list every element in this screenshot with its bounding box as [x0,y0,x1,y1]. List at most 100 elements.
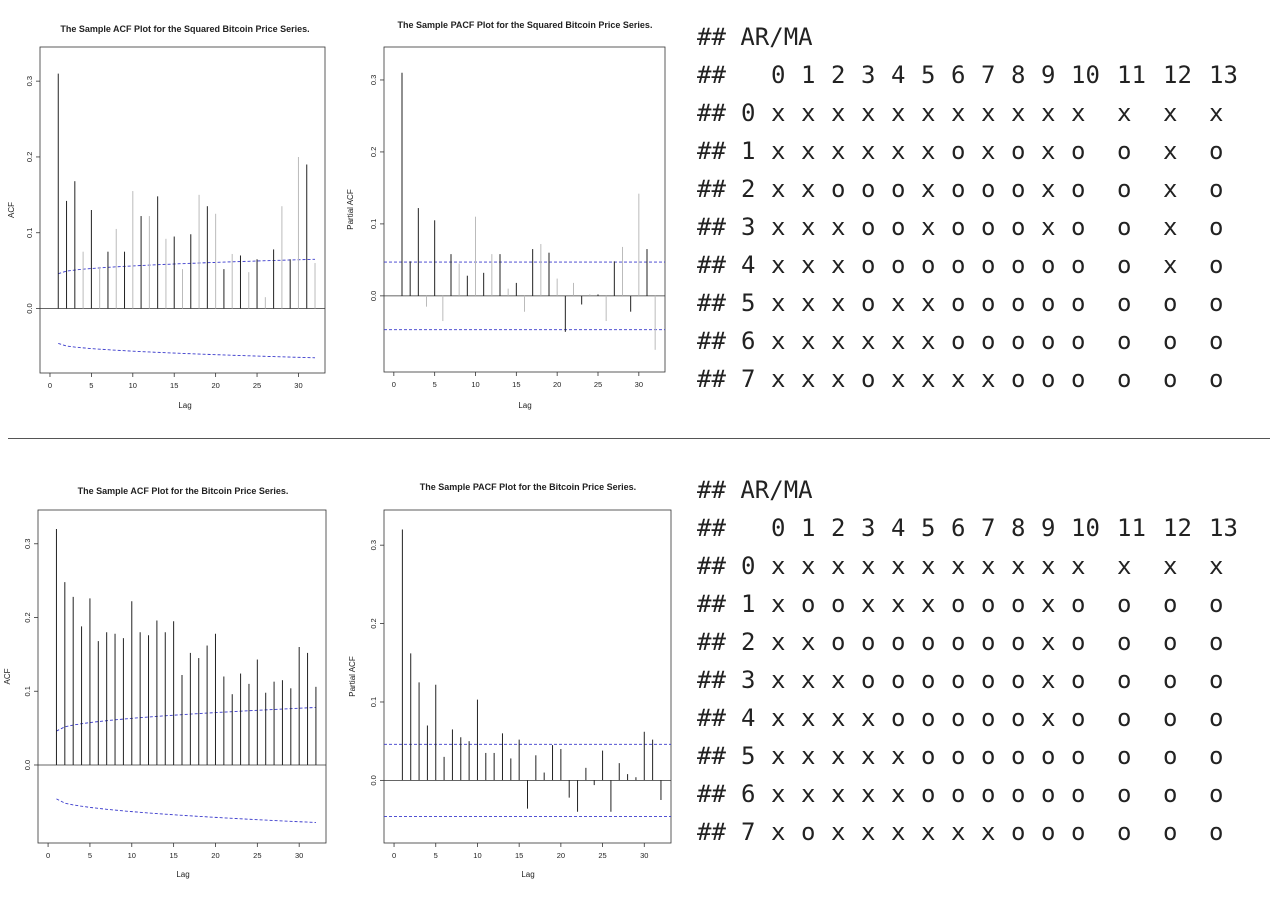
y-tick-label: 0.0 [25,303,34,313]
eacf-header-label: ## AR/MA [697,23,813,51]
plot-frame [39,46,326,374]
eacf-cell: o [1011,289,1026,317]
y-tick-label: 0.3 [369,540,378,550]
x-tick-label: 30 [635,380,643,389]
eacf-cell: o [1117,327,1132,355]
eacf-cell: x [831,251,846,279]
eacf-cell: o [1011,666,1026,694]
eacf-cell: o [1011,704,1026,732]
eacf-row-prefix: ## [697,251,726,279]
x-tick-label: 15 [512,380,520,389]
eacf-cell: o [1041,327,1056,355]
eacf-cell: o [801,818,816,846]
x-tick-label: 0 [392,380,396,389]
eacf-ma-order: 12 [1163,514,1192,542]
eacf-ma-order: 8 [1011,514,1026,542]
eacf-cell: x [801,175,816,203]
y-tick-label: 0.3 [369,75,378,85]
x-tick-label: 25 [594,380,602,389]
eacf-cell: o [1163,818,1178,846]
eacf-ma-order: 10 [1071,514,1100,542]
eacf-cell: o [1117,818,1132,846]
eacf-cell: o [951,175,966,203]
eacf-cell: o [891,251,906,279]
eacf-cell: o [1011,590,1026,618]
y-axis-label: Partial ACF [346,189,355,230]
eacf-cell: x [1041,704,1056,732]
eacf-cell: o [981,251,996,279]
eacf-cell: x [771,628,786,656]
eacf-cell: o [1071,628,1086,656]
eacf-cell: x [891,742,906,770]
eacf-cell: o [1071,289,1086,317]
eacf-cell: o [921,704,936,732]
x-tick-label: 20 [211,851,219,860]
eacf-ar-order: 5 [741,289,756,317]
chart-title: The Sample PACF Plot for the Squared Bit… [398,20,653,30]
eacf-ar-order: 4 [741,704,756,732]
eacf-row-prefix: ## [697,99,726,127]
eacf-cell: o [1071,742,1086,770]
eacf-cell: x [1209,99,1224,127]
eacf-cell: x [1163,137,1178,165]
eacf-cell: x [1163,251,1178,279]
eacf-row-prefix: ## [697,137,726,165]
eacf-cell: x [831,666,846,694]
eacf-cell: o [1071,590,1086,618]
eacf-cell: o [1117,780,1132,808]
eacf-cell: x [891,590,906,618]
eacf-ar-order: 6 [741,780,756,808]
eacf-cell: x [1041,99,1056,127]
eacf-cell: o [1117,704,1132,732]
eacf-ma-order: 11 [1117,514,1146,542]
eacf-cell: o [1011,628,1026,656]
y-tick-label: 0.2 [369,147,378,157]
eacf-ma-order: 8 [1011,61,1026,89]
eacf-cell: o [1071,818,1086,846]
eacf-ar-order: 7 [741,818,756,846]
chart-panel-2: The Sample ACF Plot for the Bitcoin Pric… [3,486,327,879]
eacf-row-prefix: ## [697,818,726,846]
plot-frame [37,509,327,844]
eacf-cell: o [1163,628,1178,656]
eacf-cell: x [921,552,936,580]
eacf-header-label: ## AR/MA [697,476,813,504]
y-tick-label: 0.3 [25,76,34,86]
y-tick-label: 0.1 [369,697,378,707]
eacf-cell: x [921,175,936,203]
eacf-cell: x [801,289,816,317]
eacf-ma-order: 13 [1209,61,1238,89]
eacf-cell: o [1041,365,1056,393]
upper-confidence-band [58,258,316,275]
eacf-cell: o [981,666,996,694]
eacf-cell: x [771,289,786,317]
eacf-cell: o [1209,251,1224,279]
eacf-cell: x [1041,213,1056,241]
y-tick-label: 0.0 [23,760,32,770]
eacf-cell: x [1071,99,1086,127]
chart-title: The Sample ACF Plot for the Bitcoin Pric… [78,486,289,496]
eacf-cell: x [1163,99,1178,127]
eacf-cell: x [831,818,846,846]
eacf-cell: x [981,552,996,580]
eacf-cell: o [1117,742,1132,770]
eacf-cell: x [771,99,786,127]
eacf-cell: x [801,327,816,355]
eacf-cell: x [801,213,816,241]
eacf-cell: o [1209,175,1224,203]
eacf-cell: x [831,552,846,580]
eacf-ma-order: 4 [891,61,906,89]
eacf-cell: o [861,213,876,241]
plot-frame [383,509,672,844]
eacf-cell: x [951,99,966,127]
eacf-cell: o [1011,780,1026,808]
eacf-cell: x [831,780,846,808]
eacf-ar-order: 0 [741,99,756,127]
eacf-cell: o [1117,289,1132,317]
eacf-cell: x [831,289,846,317]
eacf-cell: x [771,175,786,203]
eacf-cell: x [831,213,846,241]
eacf-cell: o [1071,780,1086,808]
eacf-cell: o [1071,213,1086,241]
eacf-cell: x [861,137,876,165]
